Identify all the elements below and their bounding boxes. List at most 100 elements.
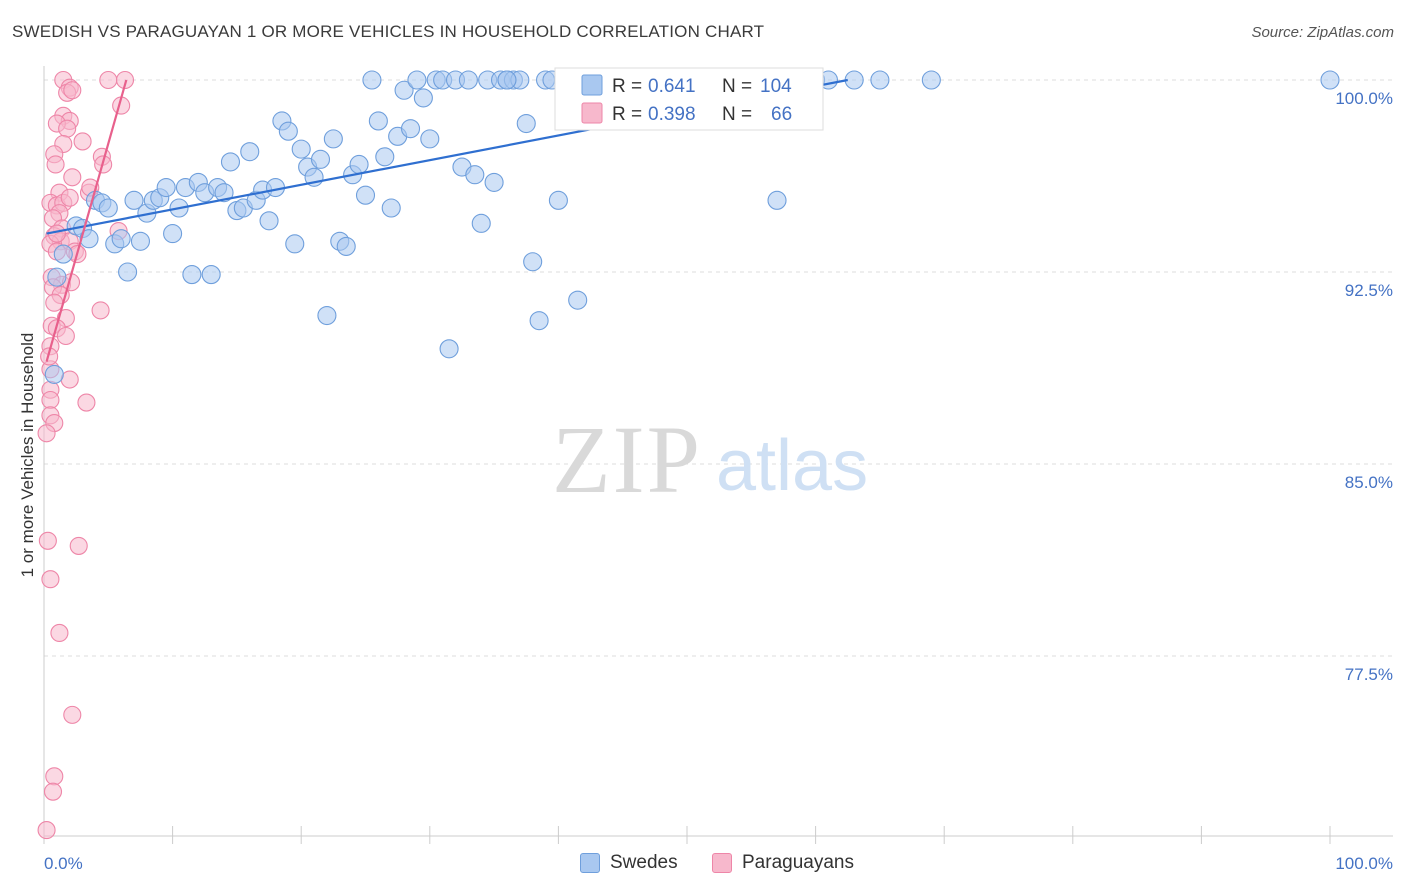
swedes-point-74 [523, 252, 543, 272]
swedes-point-41 [310, 149, 331, 169]
swedes-point-24 [201, 265, 221, 285]
swedes-point-78 [548, 190, 568, 210]
swedes-point-10 [111, 229, 131, 249]
swedes-point-58 [420, 129, 440, 149]
source-label: Source: ZipAtlas.com [1251, 24, 1394, 41]
swedes-point-81 [568, 290, 588, 310]
paraguayans-point-17 [63, 168, 82, 187]
swedes-point-95 [767, 190, 787, 210]
y-tick-label-1: 92.5% [1345, 281, 1393, 300]
legend-n-label-swedes: N = [722, 76, 752, 97]
paraguayans-point-1 [99, 70, 118, 90]
swedes-point-54 [394, 80, 414, 100]
swedes-point-38 [291, 139, 311, 159]
swedes-point-12 [124, 190, 144, 210]
swedes-point-2 [44, 364, 64, 384]
paraguayans-point-10 [58, 119, 77, 138]
swedes-point-8 [98, 198, 118, 218]
swedes-point-49 [362, 70, 382, 90]
swedes-point-52 [381, 198, 401, 218]
swedes-point-11 [118, 262, 138, 282]
swedes-point-50 [368, 111, 388, 131]
paraguayans-swatch [712, 853, 732, 873]
paraguayans-point-50 [77, 393, 96, 412]
swedes-point-56 [407, 70, 427, 90]
legend-r-label-paraguayans: R = [612, 104, 642, 125]
swedes-point-66 [471, 213, 491, 233]
legend-r-paraguayans: 0.398 [648, 104, 696, 125]
legend-item-swedes[interactable]: Swedes [580, 852, 678, 874]
swedes-point-55 [400, 119, 421, 139]
paraguayans-point-39 [45, 293, 64, 312]
y-tick-label-3: 77.5% [1345, 665, 1393, 684]
paraguayans-point-56 [41, 570, 60, 589]
swedes-point-33 [259, 211, 279, 231]
swedes-point-73 [516, 113, 536, 134]
swedes-point-26 [214, 183, 234, 203]
series-legend: Swedes Paraguayans [0, 850, 1406, 880]
chart-title: SWEDISH VS PARAGUAYAN 1 OR MORE VEHICLES… [12, 22, 765, 41]
swedes-point-57 [413, 88, 433, 108]
swedes-point-18 [163, 224, 183, 244]
legend-r-label-swedes: R = [612, 76, 642, 97]
paraguayans-point-44 [56, 326, 75, 346]
swedes-point-45 [336, 236, 356, 256]
x-tick-max: 100.0% [1335, 854, 1393, 873]
paraguayans-point-57 [50, 623, 69, 643]
paraguayans-point-40 [91, 301, 110, 320]
legend-n-paraguayans: 66 [771, 104, 792, 125]
swedes-point-43 [323, 129, 343, 149]
legend-n-label-paraguayans: N = [722, 104, 752, 125]
legend-swatch-paraguayans [581, 102, 603, 124]
paraguayans-point-54 [38, 531, 57, 550]
swedes-point-13 [130, 231, 150, 251]
paraguayans-point-59 [45, 767, 64, 786]
swedes-point-37 [285, 234, 305, 254]
paraguayans-point-53 [37, 424, 56, 443]
swedes-point-51 [375, 147, 395, 167]
swedes-point-1 [47, 267, 67, 287]
paraguayans-point-58 [63, 705, 82, 724]
axes [43, 66, 1393, 844]
y-tick-labels: 100.0% 92.5% 85.0% 77.5% [1335, 89, 1393, 684]
swedes-point-99 [844, 70, 864, 90]
paraguayans-point-5 [63, 81, 82, 100]
swedes-point-64 [458, 70, 478, 90]
gridlines [44, 79, 1393, 657]
swedes-point-0 [53, 244, 73, 264]
paraguayans-point-55 [69, 536, 88, 555]
swedes-point-21 [182, 265, 202, 285]
legend-label-paraguayans: Paraguayans [742, 852, 854, 873]
y-tick-label-0: 100.0% [1335, 89, 1393, 108]
paraguayans-point-23 [60, 188, 79, 207]
x-tick-min: 0.0% [44, 854, 83, 873]
paraguayans-point-49 [41, 390, 60, 410]
stats-legend: R = 0.641 N = 104 R = 0.398 N = 66 [554, 67, 824, 131]
swedes-point-47 [349, 154, 369, 175]
paraguayans-points [37, 70, 135, 840]
paraguayans-point-61 [37, 821, 56, 840]
swedes-point-100 [870, 70, 890, 90]
swedes-point-101 [921, 70, 941, 90]
swedes-point-102 [1320, 70, 1340, 90]
watermark: ZIP atlas [552, 406, 868, 513]
swedes-point-30 [240, 142, 260, 162]
swedes-point-61 [439, 339, 459, 359]
swedes-swatch [580, 853, 600, 873]
swedes-point-68 [484, 172, 504, 192]
legend-label-swedes: Swedes [610, 852, 678, 873]
legend-item-paraguayans[interactable]: Paraguayans [712, 852, 854, 874]
swedes-point-103 [497, 70, 517, 90]
swedes-point-36 [278, 121, 298, 141]
y-tick-label-2: 85.0% [1345, 473, 1393, 492]
x-tick-labels: 0.0% 100.0% [44, 854, 1393, 873]
paraguayans-trend-line [45, 79, 128, 362]
paraguayans-point-11 [73, 132, 92, 151]
legend-r-swedes: 0.641 [648, 76, 696, 97]
swedes-point-48 [355, 185, 376, 205]
swedes-point-17 [156, 177, 176, 198]
swedes-point-65 [465, 165, 485, 185]
swedes-point-5 [79, 229, 99, 249]
legend-n-swedes: 104 [760, 76, 792, 97]
watermark-atlas: atlas [716, 426, 868, 506]
